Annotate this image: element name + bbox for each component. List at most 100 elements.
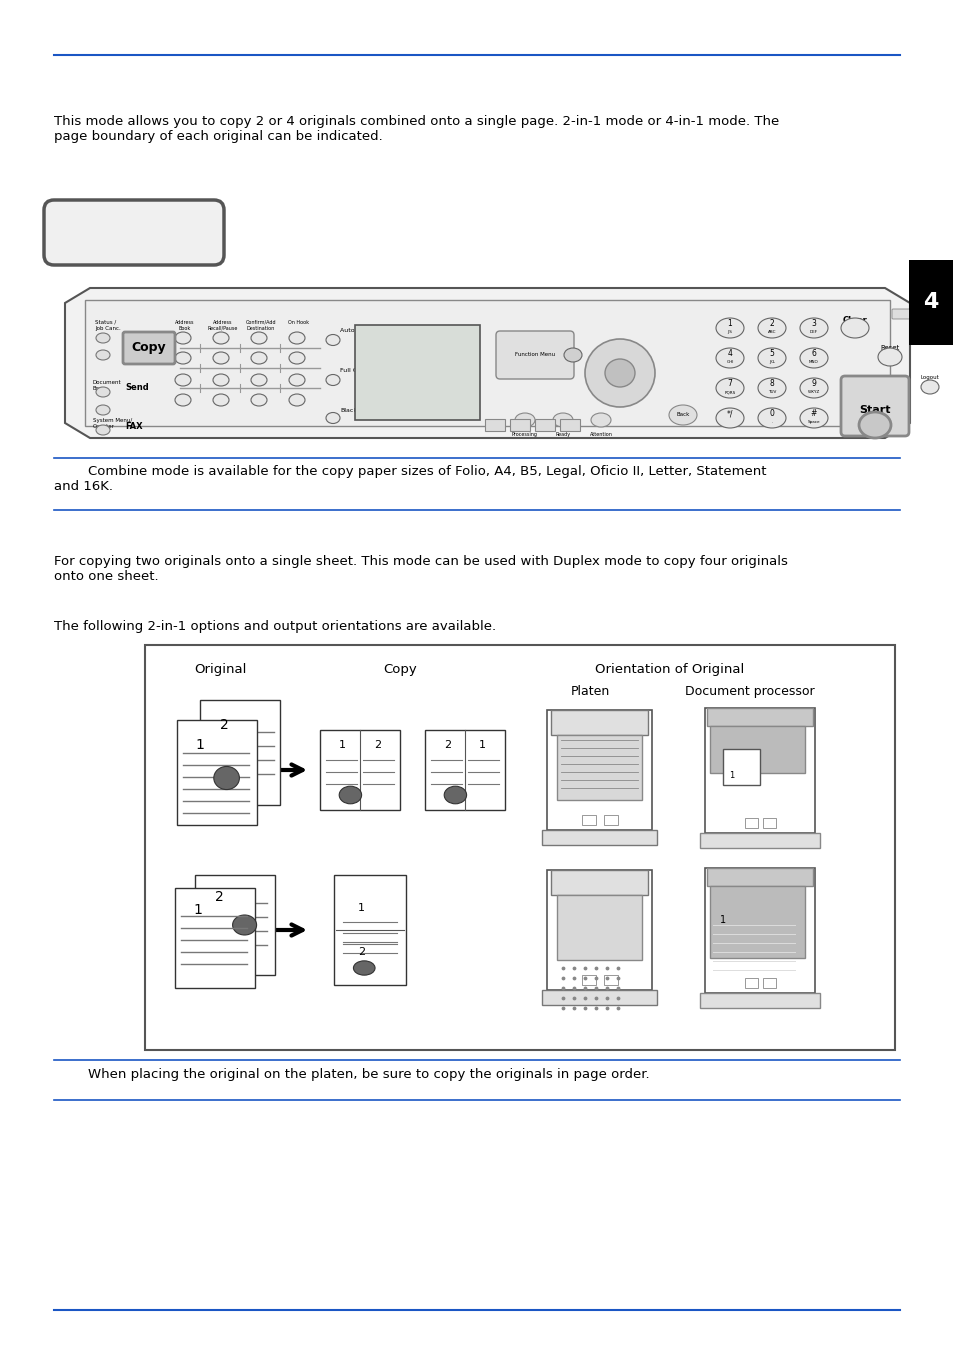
Bar	[424, 730, 504, 810]
Text: DEF: DEF	[809, 329, 818, 333]
Ellipse shape	[668, 405, 697, 425]
Ellipse shape	[758, 319, 785, 338]
Bar	[484, 418, 504, 431]
Text: The following 2-in-1 options and output orientations are available.: The following 2-in-1 options and output …	[54, 620, 496, 633]
Text: On Hook: On Hook	[288, 320, 309, 325]
Bar	[334, 875, 406, 986]
Bar	[603, 815, 618, 825]
Ellipse shape	[96, 405, 110, 414]
Text: Clear: Clear	[841, 316, 866, 325]
Text: Start: Start	[859, 405, 890, 414]
Ellipse shape	[213, 374, 229, 386]
Ellipse shape	[213, 352, 229, 365]
Ellipse shape	[289, 352, 305, 365]
Ellipse shape	[877, 348, 901, 366]
Text: 6: 6	[811, 350, 816, 359]
Text: Logout: Logout	[920, 375, 939, 379]
Ellipse shape	[96, 387, 110, 397]
Bar	[744, 818, 758, 828]
Ellipse shape	[251, 374, 267, 386]
Bar	[700, 992, 820, 1007]
FancyBboxPatch shape	[891, 309, 933, 319]
Ellipse shape	[213, 394, 229, 406]
Text: 7: 7	[727, 379, 732, 389]
Ellipse shape	[174, 332, 191, 344]
Text: GHI: GHI	[725, 360, 733, 365]
Text: Combine mode is available for the copy paper sizes of Folio, A4, B5, Legal, Ofic: Combine mode is available for the copy p…	[54, 464, 765, 493]
Text: PQRS: PQRS	[723, 390, 735, 394]
Text: ABC: ABC	[767, 329, 776, 333]
Text: Original: Original	[193, 663, 246, 676]
Bar	[744, 977, 758, 987]
Ellipse shape	[96, 350, 110, 360]
Ellipse shape	[96, 425, 110, 435]
Text: Reset: Reset	[880, 346, 899, 351]
Text: Power: Power	[921, 320, 937, 325]
Ellipse shape	[800, 319, 827, 338]
Ellipse shape	[716, 319, 743, 338]
Ellipse shape	[920, 325, 938, 339]
Text: Ready: Ready	[555, 432, 570, 437]
Bar	[542, 990, 657, 1004]
Ellipse shape	[878, 378, 900, 396]
Text: Copy: Copy	[132, 340, 166, 354]
Text: 0: 0	[769, 409, 774, 418]
Bar	[535, 418, 555, 431]
Text: 2: 2	[219, 718, 228, 732]
Ellipse shape	[174, 374, 191, 386]
Ellipse shape	[800, 348, 827, 369]
Ellipse shape	[213, 767, 239, 790]
Text: Document processor: Document processor	[684, 684, 814, 698]
Text: Platen: Platen	[570, 684, 609, 698]
Text: 1: 1	[194, 738, 204, 752]
Text: 1: 1	[720, 915, 725, 925]
Text: This mode allows you to copy 2 or 4 originals combined onto a single page. 2-in-: This mode allows you to copy 2 or 4 orig…	[54, 115, 779, 143]
FancyBboxPatch shape	[44, 200, 224, 265]
Text: 2: 2	[443, 740, 451, 751]
Bar	[559, 418, 579, 431]
Text: #: #	[810, 409, 817, 418]
Text: System Menu/
Counter: System Menu/ Counter	[92, 418, 132, 429]
Text: Address
Recall/Pause: Address Recall/Pause	[208, 320, 238, 331]
Text: 2: 2	[374, 740, 381, 751]
Bar	[581, 975, 596, 985]
Text: 1: 1	[478, 740, 486, 751]
Text: 5: 5	[769, 350, 774, 359]
Text: 2: 2	[357, 946, 365, 957]
Text: */: */	[726, 409, 733, 418]
Text: Status /: Status /	[95, 320, 116, 325]
Ellipse shape	[716, 348, 743, 369]
Text: Processing: Processing	[512, 432, 537, 437]
Ellipse shape	[289, 332, 305, 344]
Ellipse shape	[326, 413, 339, 424]
Text: Attention: Attention	[589, 432, 612, 437]
Bar	[200, 701, 280, 805]
Bar	[704, 868, 814, 992]
Bar	[174, 888, 254, 988]
Ellipse shape	[444, 786, 466, 803]
Bar	[704, 707, 814, 833]
FancyBboxPatch shape	[841, 377, 908, 436]
Bar	[355, 325, 479, 420]
Ellipse shape	[604, 359, 635, 387]
Bar	[510, 418, 530, 431]
Bar	[581, 815, 596, 825]
Text: When placing the original on the platen, be sure to copy the originals in page o: When placing the original on the platen,…	[54, 1068, 649, 1081]
Bar	[700, 833, 820, 848]
Text: Auto Color: Auto Color	[339, 328, 373, 333]
Text: Document
Box: Document Box	[92, 379, 121, 390]
Ellipse shape	[353, 961, 375, 975]
Text: Job Canc.: Job Canc.	[95, 325, 121, 331]
Bar	[709, 725, 804, 772]
Ellipse shape	[758, 378, 785, 398]
Text: JIS: JIS	[727, 329, 732, 333]
Text: 1: 1	[729, 771, 734, 779]
Ellipse shape	[174, 352, 191, 365]
Text: Confirm/Add
Destination: Confirm/Add Destination	[246, 320, 276, 331]
Text: 9: 9	[811, 379, 816, 389]
Bar	[194, 875, 274, 975]
Bar	[709, 886, 804, 957]
Ellipse shape	[96, 333, 110, 343]
Bar	[762, 818, 775, 828]
Text: 1: 1	[338, 740, 346, 751]
